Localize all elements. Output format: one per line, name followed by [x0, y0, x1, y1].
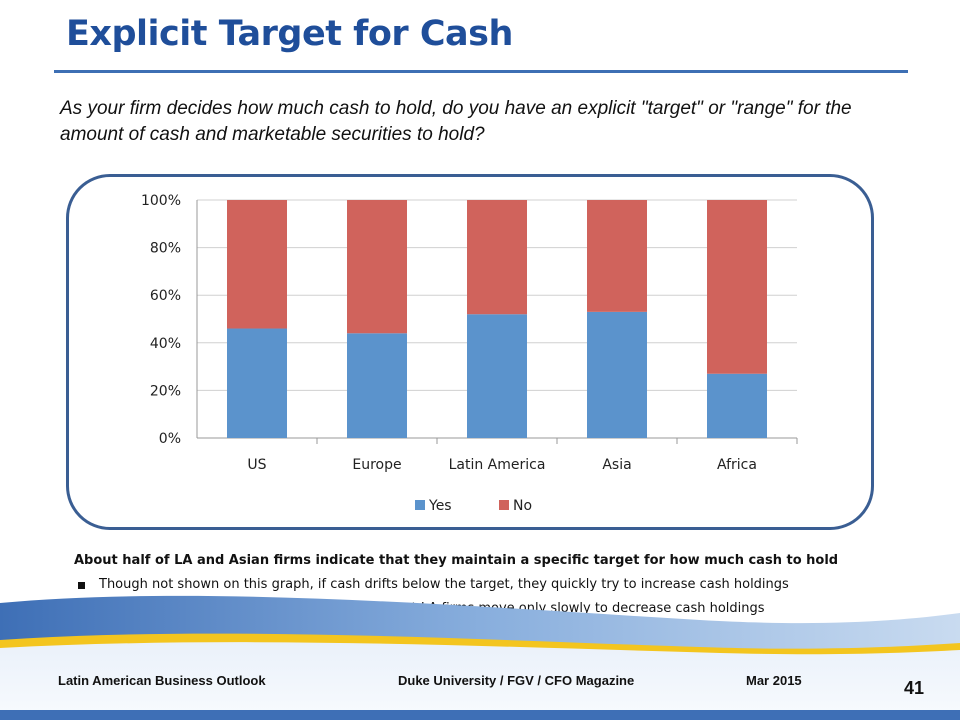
bar-yes — [467, 314, 527, 438]
bar-no — [587, 200, 647, 312]
bar-no — [227, 200, 287, 329]
bar-no — [707, 200, 767, 374]
y-tick-label: 80% — [150, 241, 181, 257]
x-tick-label: Europe — [352, 457, 401, 473]
notes-bullet-text: Though not shown on this graph, if cash … — [99, 577, 789, 592]
bar-yes — [587, 311, 647, 438]
y-tick-label: 100% — [141, 193, 181, 209]
bar-no — [347, 200, 407, 334]
bullet-square-icon — [78, 582, 85, 589]
bar-yes — [347, 333, 407, 438]
legend-swatch — [499, 500, 509, 510]
bar-yes — [707, 373, 767, 438]
y-tick-label: 20% — [150, 383, 181, 399]
title-divider — [54, 70, 908, 73]
survey-question: As your firm decides how much cash to ho… — [60, 98, 852, 145]
legend-label: Yes — [428, 498, 452, 514]
bar-no — [467, 200, 527, 315]
y-tick-label: 60% — [150, 288, 181, 304]
y-tick-label: 40% — [150, 336, 181, 352]
notes-bullet: Though not shown on this graph, if cash … — [74, 577, 934, 592]
legend-swatch — [415, 500, 425, 510]
legend-label: No — [513, 498, 532, 514]
stacked-bar-chart: 0% 20% 40% 60% 80% 100% US Europe Latin America A… — [141, 193, 798, 514]
footer-wave-decoration — [0, 595, 960, 720]
footer-center-text: Duke University / FGV / CFO Magazine — [398, 673, 635, 688]
y-tick-label: 0% — [159, 431, 181, 447]
notes-lead: About half of LA and Asian firms indicat… — [74, 553, 839, 568]
x-tick-label: Africa — [717, 457, 757, 473]
x-tick-label: Asia — [602, 457, 631, 473]
footer-left-text: Latin American Business Outlook — [58, 673, 266, 688]
footer-date: Mar 2015 — [746, 673, 802, 688]
page-number: 41 — [904, 678, 925, 698]
x-tick-label: Latin America — [449, 457, 546, 473]
bar-yes — [227, 328, 287, 438]
slide-title: Explicit Target for Cash — [66, 14, 513, 54]
x-tick-label: US — [247, 457, 266, 473]
